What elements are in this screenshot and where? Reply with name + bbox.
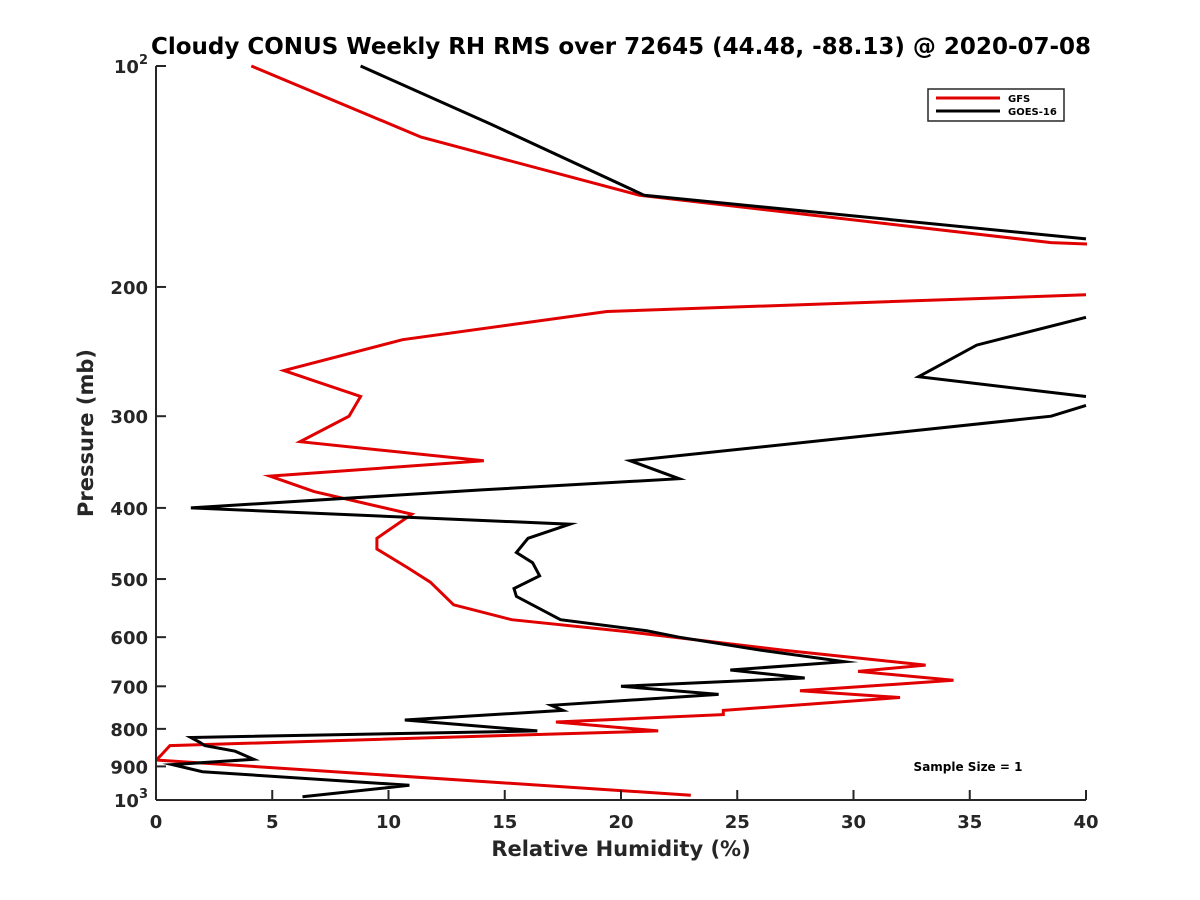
y-tick-label: 900 — [110, 757, 148, 778]
plot-area — [156, 64, 1087, 799]
x-tick-label: 0 — [150, 812, 163, 833]
series-line-goes-16 — [162, 64, 1087, 799]
x-tick-label: 15 — [492, 812, 517, 833]
x-tick-label: 40 — [1073, 812, 1098, 833]
x-tick-label: 30 — [841, 812, 866, 833]
y-tick-label: 200 — [110, 278, 148, 299]
y-axis-label: Pressure (mb) — [74, 349, 98, 517]
x-tick-label: 5 — [266, 812, 279, 833]
x-axis: 0 5 10 15 20 25 30 35 40 — [150, 790, 1099, 833]
y-axis: 102 200 300 400 500 600 700 800 900 103 — [110, 53, 166, 812]
y-tick-label: 600 — [110, 628, 148, 649]
chart-title: Cloudy CONUS Weekly RH RMS over 72645 (4… — [151, 34, 1091, 60]
series-line-gfs — [156, 64, 1087, 797]
x-tick-label: 35 — [957, 812, 982, 833]
legend-label: GOES-16 — [1008, 107, 1057, 118]
y-tick-label: 500 — [110, 570, 148, 591]
y-tick-label: 700 — [110, 677, 148, 698]
y-tick-label: 800 — [110, 720, 148, 741]
x-tick-label: 25 — [725, 812, 750, 833]
legend-label: GFS — [1008, 94, 1030, 105]
y-tick-label: 300 — [110, 407, 148, 428]
series-lines — [156, 64, 1087, 799]
y-tick-label: 400 — [110, 499, 148, 520]
sample-size-annotation: Sample Size = 1 — [914, 760, 1023, 774]
x-tick-label: 20 — [608, 812, 633, 833]
y-tick-label: 103 — [114, 787, 148, 812]
legend: GFS GOES-16 — [927, 88, 1065, 122]
x-tick-label: 10 — [376, 812, 401, 833]
legend-box — [927, 88, 1065, 122]
y-tick-label: 102 — [114, 53, 148, 78]
x-axis-label: Relative Humidity (%) — [491, 837, 750, 861]
